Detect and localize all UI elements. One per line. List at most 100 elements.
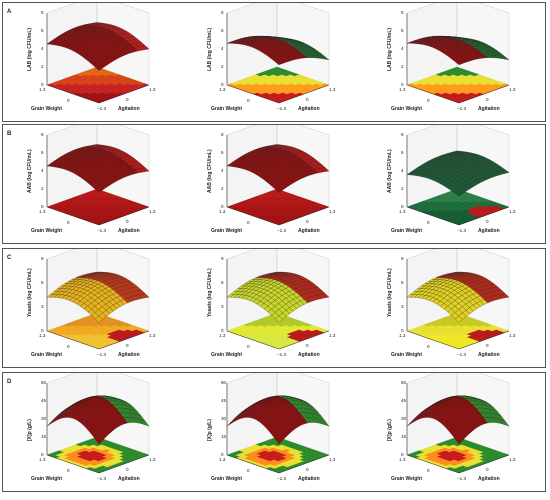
z-axis-label: [X]p (g/L): [387, 419, 393, 441]
z-tick-label: 0: [401, 82, 404, 87]
axis-line: [278, 454, 330, 474]
surface-plot: 0 – 24 h02468AAB (log CFU/mL)1.30−1.301.…: [13, 125, 183, 245]
axis-tick-label: 0: [126, 467, 129, 472]
axis-tick-label: 0: [67, 344, 70, 349]
z-tick-label: 0: [401, 204, 404, 209]
axis-tick-label: −1.3: [97, 352, 107, 357]
z-tick-label: 8: [41, 10, 44, 15]
y-axis-label: Agitation: [298, 476, 320, 482]
surface-cell: [455, 435, 463, 445]
surface-plot: 24 – 48 h02468LAB (log CFU/mL)1.30−1.301…: [193, 3, 363, 123]
axis-line: [226, 206, 280, 226]
y-axis-label: Agitation: [298, 228, 320, 234]
axis-tick-label: 1.3: [149, 457, 156, 462]
surface-plot: 48 – 72 h015304560[X]p (g/L)1.30−1.301.3…: [373, 373, 543, 493]
axis-tick-label: 0: [126, 97, 129, 102]
surface-plot: 48 – 72 h02468LAB (log CFU/mL)1.30−1.301…: [373, 3, 543, 123]
z-axis-label: Yeasts (log CFU/mL): [387, 268, 393, 317]
y-axis-label: Agitation: [478, 476, 500, 482]
z-tick-label: 4: [221, 168, 224, 173]
z-tick-label: 6: [41, 28, 44, 33]
z-axis-label: [X]p (g/L): [207, 419, 213, 441]
z-tick-label: 15: [401, 434, 407, 439]
surface-plot-graphic: [46, 249, 150, 350]
axis-tick-label: 1.3: [509, 333, 516, 338]
y-axis-label: Agitation: [478, 352, 500, 358]
axis-tick-label: 0: [247, 344, 250, 349]
axis-tick-label: 0: [67, 220, 70, 225]
surface-plot-graphic: [406, 3, 510, 104]
z-tick-label: 8: [221, 10, 224, 15]
axis-tick-label: 1.3: [399, 333, 406, 338]
axis-tick-label: 0: [306, 467, 309, 472]
z-tick-label: 2: [41, 186, 44, 191]
z-tick-label: 3: [41, 304, 44, 309]
axis-line: [458, 84, 510, 104]
surface-cell: [275, 315, 283, 323]
z-tick-label: 4: [221, 46, 224, 51]
surface-cell: [95, 186, 103, 193]
z-axis-label: [X]p (g/L): [27, 419, 33, 441]
surface-cell: [275, 60, 283, 65]
axis-tick-label: 0: [126, 343, 129, 348]
axis-line: [278, 206, 330, 226]
z-tick-label: 2: [221, 64, 224, 69]
axis-line: [46, 330, 100, 350]
surface-cell: [95, 315, 103, 323]
x-axis-label: Grain Weight: [391, 228, 423, 234]
x-axis-label: Grain Weight: [211, 228, 243, 234]
z-tick-label: 8: [41, 132, 44, 137]
surface-plot: 24 – 48 h0369Yeasts (log CFU/mL)1.30−1.3…: [193, 249, 363, 369]
axis-tick-label: 1.3: [399, 87, 406, 92]
axis-line: [46, 454, 100, 474]
axis-tick-label: 1.3: [329, 333, 336, 338]
z-tick-label: 0: [41, 82, 44, 87]
axis-tick-label: 0: [306, 219, 309, 224]
axis-tick-label: 1.3: [39, 209, 46, 214]
z-tick-label: 2: [41, 64, 44, 69]
z-tick-label: 4: [401, 168, 404, 173]
surface-plot-graphic: [46, 373, 150, 474]
z-tick-label: 9: [401, 256, 404, 261]
z-tick-label: 2: [401, 186, 404, 191]
x-axis-label: Grain Weight: [31, 352, 63, 358]
z-tick-label: 0: [221, 204, 224, 209]
z-axis-label: Yeasts (log CFU/mL): [27, 268, 33, 317]
z-tick-label: 2: [221, 186, 224, 191]
axis-line: [98, 84, 150, 104]
z-tick-label: 15: [41, 434, 47, 439]
axis-tick-label: 1.3: [149, 333, 156, 338]
z-tick-label: 6: [401, 28, 404, 33]
z-axis-label: AAB (log CFU/mL): [387, 149, 393, 193]
axis-tick-label: 1.3: [509, 87, 516, 92]
axis-tick-label: −1.3: [277, 228, 287, 233]
surface-plot: 48 – 72 h02468AAB (log CFU/mL)1.30−1.301…: [373, 125, 543, 245]
surface-cell: [95, 64, 103, 71]
axis-line: [46, 206, 100, 226]
z-tick-label: 30: [41, 416, 47, 421]
z-tick-label: 6: [41, 150, 44, 155]
axis-tick-label: 1.3: [219, 333, 226, 338]
z-tick-label: 6: [401, 150, 404, 155]
surface-cell: [455, 60, 463, 65]
z-tick-label: 9: [41, 256, 44, 261]
surface-cell: [455, 315, 463, 323]
x-axis-label: Grain Weight: [391, 352, 423, 358]
figure-panel-b: B0 – 24 h02468AAB (log CFU/mL)1.30−1.301…: [2, 124, 546, 244]
z-tick-label: 6: [401, 280, 404, 285]
x-axis-label: Grain Weight: [31, 106, 63, 112]
z-tick-label: 45: [401, 398, 407, 403]
surface-plot-graphic: [226, 125, 330, 226]
axis-line: [458, 206, 510, 226]
axis-tick-label: 0: [247, 98, 250, 103]
z-tick-label: 0: [221, 82, 224, 87]
axis-tick-label: −1.3: [457, 476, 467, 481]
axis-line: [98, 330, 150, 350]
axis-tick-label: 0: [126, 219, 129, 224]
z-tick-label: 60: [41, 380, 47, 385]
y-axis-label: Agitation: [118, 228, 140, 234]
z-tick-label: 6: [221, 28, 224, 33]
axis-line: [458, 330, 510, 350]
surface-plot-graphic: [406, 249, 510, 350]
z-tick-label: 6: [221, 150, 224, 155]
